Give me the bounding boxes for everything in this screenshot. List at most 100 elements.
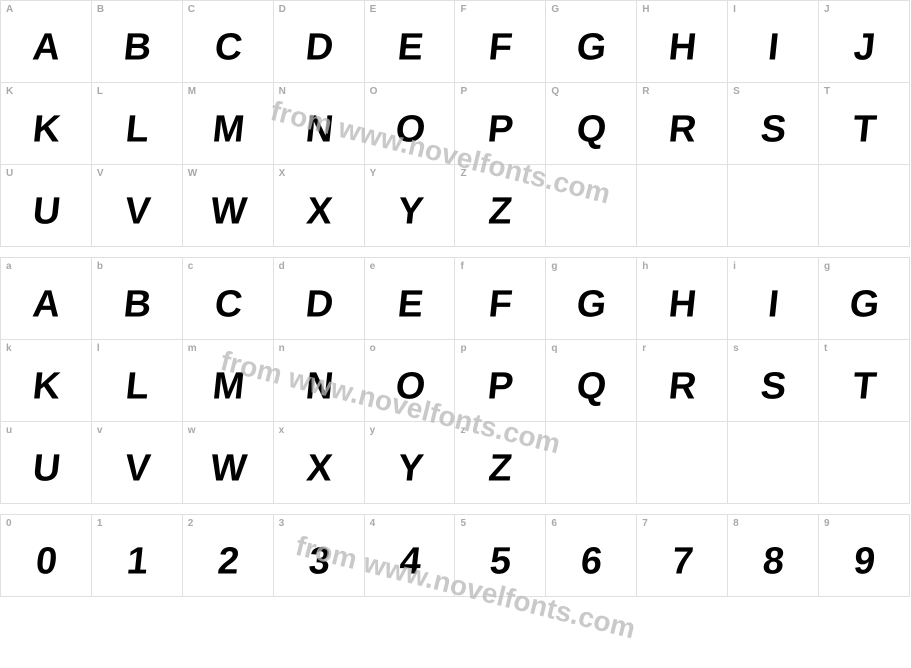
table-row: UUVVWWXXYYZZ [1,165,910,247]
cell-glyph: P [486,365,515,408]
cell-glyph: A [30,283,61,326]
cell-label: g [824,261,830,272]
table-row: AABBCCDDEEFFGGHHIIJJ [1,1,910,83]
cell-glyph: B [121,283,152,326]
cell-label: U [6,168,13,179]
table-row: KKLLMMNNOOPPQQRRSSTT [1,83,910,165]
glyph-cell: HH [637,1,728,83]
cell-label: o [370,343,376,354]
cell-glyph: 3 [306,540,331,583]
cell-label: 4 [370,518,376,529]
cell-glyph: 9 [852,540,877,583]
table-row: kKlLmMnNoOpPqQrRsStT [1,340,910,422]
character-map: AABBCCDDEEFFGGHHIIJJKKLLMMNNOOPPQQRRSSTT… [0,0,911,597]
cell-glyph: X [304,447,333,490]
glyph-cell: uU [1,422,92,504]
cell-glyph: 5 [488,540,513,583]
glyph-cell: 11 [91,515,182,597]
glyph-cell: JJ [819,1,910,83]
glyph-cell: 55 [455,515,546,597]
glyph-cell: QQ [546,83,637,165]
cell-label: P [460,86,467,97]
glyph-cell [728,422,819,504]
cell-label: r [642,343,646,354]
cell-label: G [551,4,559,15]
cell-label: 8 [733,518,739,529]
glyph-cell: dD [273,258,364,340]
glyph-cell: VV [91,165,182,247]
glyph-cell: 22 [182,515,273,597]
cell-label: 0 [6,518,12,529]
glyph-cell: sS [728,340,819,422]
glyph-cell: qQ [546,340,637,422]
cell-glyph: U [30,190,61,233]
glyph-cell: aA [1,258,92,340]
glyph-cell: oO [364,340,455,422]
glyph-cell: MM [182,83,273,165]
cell-glyph: G [847,283,880,326]
cell-label: K [6,86,13,97]
cell-glyph: T [851,365,878,408]
cell-label: S [733,86,740,97]
cell-label: e [370,261,376,272]
table-row: aAbBcCdDeEfFgGhHiIgG [1,258,910,340]
cell-label: s [733,343,739,354]
glyph-cell: UU [1,165,92,247]
cell-glyph: K [30,108,61,151]
glyph-cell [546,422,637,504]
cell-label: 2 [188,518,194,529]
cell-label: B [97,4,104,15]
glyph-cell: CC [182,1,273,83]
cell-glyph: V [122,447,151,490]
cell-label: T [824,86,830,97]
cell-label: z [460,425,465,436]
glyph-table: 00112233445566778899 [0,514,910,597]
glyph-cell: kK [1,340,92,422]
glyph-cell: bB [91,258,182,340]
cell-glyph: J [852,26,877,69]
cell-glyph: N [303,108,334,151]
cell-label: q [551,343,557,354]
glyph-cell: wW [182,422,273,504]
glyph-cell: rR [637,340,728,422]
cell-label: l [97,343,100,354]
cell-label: A [6,4,13,15]
cell-glyph: B [121,26,152,69]
glyph-cell: LL [91,83,182,165]
cell-label: t [824,343,827,354]
cell-label: d [279,261,285,272]
glyph-cell [819,422,910,504]
glyph-cell: gG [546,258,637,340]
cell-label: N [279,86,286,97]
cell-glyph: F [487,283,514,326]
cell-label: h [642,261,648,272]
glyph-cell: NN [273,83,364,165]
cell-label: R [642,86,649,97]
cell-label: I [733,4,736,15]
glyph-cell: RR [637,83,728,165]
glyph-cell: hH [637,258,728,340]
cell-glyph: V [122,190,151,233]
cell-glyph: I [766,26,780,69]
glyph-cell: OO [364,83,455,165]
cell-glyph: Z [487,190,514,233]
glyph-cell [637,422,728,504]
cell-glyph: Q [575,365,608,408]
glyph-cell: xX [273,422,364,504]
cell-glyph: M [210,365,245,408]
cell-glyph: E [395,283,424,326]
glyph-cell: PP [455,83,546,165]
cell-glyph: H [667,26,698,69]
cell-glyph: H [667,283,698,326]
glyph-cell: mM [182,340,273,422]
cell-glyph: 7 [670,540,695,583]
glyph-cell: XX [273,165,364,247]
glyph-cell: tT [819,340,910,422]
cell-glyph: W [208,447,247,490]
cell-label: D [279,4,286,15]
glyph-cell [637,165,728,247]
cell-label: b [97,261,103,272]
cell-glyph: Y [395,447,424,490]
cell-label: 5 [460,518,466,529]
cell-label: n [279,343,285,354]
